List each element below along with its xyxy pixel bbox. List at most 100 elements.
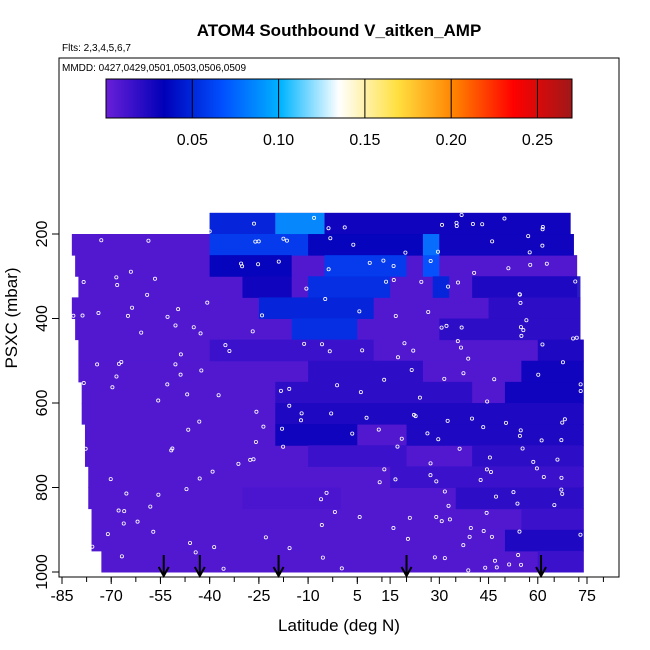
sample-point <box>320 342 325 347</box>
sample-point <box>574 335 579 340</box>
sample-point <box>446 503 451 508</box>
sample-point <box>114 275 119 280</box>
heatmap-cell <box>488 297 581 319</box>
sample-point <box>367 260 372 265</box>
sample-point <box>173 323 178 328</box>
heatmap-cell <box>308 360 423 383</box>
sample-point <box>402 341 407 346</box>
sample-point <box>428 461 433 466</box>
sample-point <box>324 490 329 495</box>
sample-point <box>391 263 396 268</box>
sample-point <box>239 261 244 266</box>
sample-point <box>502 216 507 221</box>
sample-point <box>139 330 144 335</box>
heatmap-band <box>91 508 584 531</box>
sample-point <box>511 490 516 495</box>
x-axis-label: Latitude (deg N) <box>278 616 400 635</box>
sample-point <box>332 509 337 514</box>
sample-point <box>536 372 541 377</box>
sample-point <box>516 553 521 558</box>
sample-point <box>116 508 121 513</box>
sample-point <box>135 519 140 524</box>
flight-marker-arrow <box>400 566 413 579</box>
y-tick-label: 400 <box>34 305 51 332</box>
sample-point <box>191 325 196 330</box>
sample-point <box>198 331 203 336</box>
heatmap-cell <box>291 318 358 341</box>
sample-point <box>470 222 475 227</box>
sample-point <box>461 371 466 376</box>
sample-point <box>227 348 232 353</box>
sample-point <box>260 313 265 318</box>
sample-point <box>480 222 485 227</box>
sample-point <box>382 377 387 382</box>
heatmap-cell <box>439 318 581 341</box>
sample-point <box>312 215 317 220</box>
sample-point <box>455 339 460 344</box>
heatmap-cell <box>432 276 450 298</box>
heatmap-cell <box>209 212 276 235</box>
heatmap-cell <box>439 234 574 256</box>
sample-point <box>176 307 181 312</box>
sample-point <box>517 292 522 297</box>
sample-point <box>484 510 489 515</box>
sample-point <box>540 243 545 248</box>
sample-point <box>559 487 564 492</box>
sample-point <box>442 556 447 561</box>
heatmap-cell <box>308 276 391 298</box>
sample-point <box>517 433 522 438</box>
sample-point <box>571 336 576 341</box>
sample-point <box>173 362 178 367</box>
sample-point <box>488 469 493 474</box>
sample-point <box>253 439 258 444</box>
sample-point <box>115 283 120 288</box>
x-tick-label: 30 <box>430 588 448 605</box>
sample-point <box>81 381 86 386</box>
sample-point <box>478 477 483 482</box>
sample-point <box>485 399 490 404</box>
heatmap-cell <box>275 424 358 446</box>
sample-point <box>560 420 565 425</box>
sample-point <box>405 536 410 541</box>
sample-point <box>197 419 202 424</box>
flight-markers <box>157 555 547 579</box>
sample-point <box>531 459 536 464</box>
sample-point <box>178 372 183 377</box>
heatmap-cell <box>422 255 440 277</box>
heatmap-cell <box>390 466 584 488</box>
sample-point <box>197 476 202 481</box>
y-tick-label: 1000 <box>34 554 51 590</box>
sample-point <box>524 318 529 323</box>
sample-point <box>205 300 210 305</box>
sample-point <box>468 525 473 530</box>
sample-point <box>299 411 304 416</box>
flight-marker-arrow <box>535 566 547 579</box>
sample-point <box>435 249 440 254</box>
heatmap-cell <box>422 234 440 256</box>
x-tick-label: 60 <box>529 588 547 605</box>
sample-point <box>193 550 198 555</box>
sample-point <box>382 467 387 472</box>
sample-point <box>99 238 104 243</box>
sample-point <box>469 416 474 421</box>
sample-point <box>153 276 158 281</box>
sample-point <box>417 395 422 400</box>
sample-point <box>284 238 289 243</box>
sample-point <box>413 414 418 419</box>
colorbar-gradient <box>105 78 573 119</box>
heatmap-cell <box>455 487 584 510</box>
sample-point <box>210 469 215 474</box>
sample-point <box>540 342 545 347</box>
sample-point <box>518 325 523 330</box>
heatmap-cell <box>472 445 584 467</box>
sample-point <box>442 489 447 494</box>
heatmap-band <box>101 550 584 573</box>
sample-point <box>518 300 523 305</box>
sample-point <box>184 487 189 492</box>
sample-point <box>559 475 564 480</box>
sample-point <box>327 349 332 354</box>
sample-point <box>280 426 285 431</box>
sample-point <box>188 540 193 545</box>
sample-point <box>236 461 241 466</box>
sample-point <box>302 341 307 346</box>
